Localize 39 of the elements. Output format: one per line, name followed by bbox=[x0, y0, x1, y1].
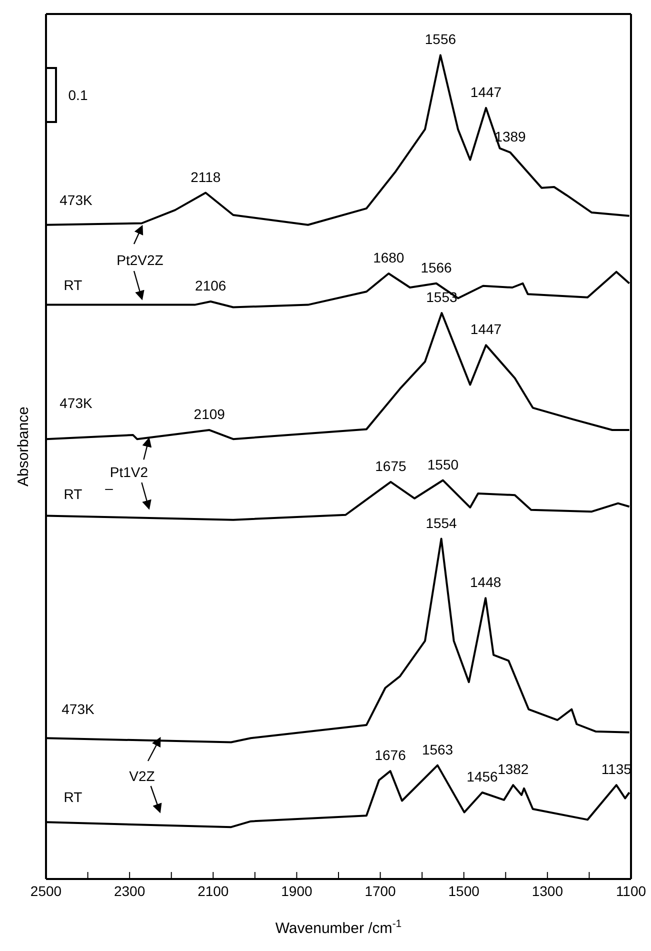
x-axis-title: Wavenumber /cm$^{-1}$ bbox=[275, 918, 402, 937]
annotation: V2Z bbox=[129, 768, 156, 784]
annotation: 1675 bbox=[375, 458, 407, 474]
x-tick-label: 1100 bbox=[616, 882, 646, 899]
x-tick-label: 1300 bbox=[532, 882, 564, 899]
x-tick-label: 1700 bbox=[364, 882, 396, 899]
annotation: 1566 bbox=[420, 259, 452, 276]
annotation: Pt1V2 bbox=[110, 464, 148, 480]
x-tick-label: 2100 bbox=[198, 882, 229, 899]
annotation: 1680 bbox=[373, 250, 404, 266]
y-axis-title: Absorbance bbox=[15, 406, 32, 487]
annotation: – bbox=[105, 480, 114, 496]
annotation: 1563 bbox=[422, 741, 454, 758]
annotation: 473K bbox=[60, 192, 94, 208]
annotation: 473K bbox=[62, 700, 96, 717]
annotation: Pt2V2Z bbox=[116, 252, 164, 268]
annotation: 2109 bbox=[194, 406, 226, 422]
x-tick-label: 2500 bbox=[30, 882, 62, 899]
annotation: 473K bbox=[60, 394, 94, 411]
x-tick-label: 1500 bbox=[448, 882, 480, 899]
annotation: 1382 bbox=[498, 761, 529, 778]
annotation: RT bbox=[64, 486, 83, 502]
x-tick-label: 2300 bbox=[114, 882, 146, 899]
annotation: 1456 bbox=[466, 768, 498, 784]
annotation: 1550 bbox=[427, 456, 459, 472]
annotation: 1447 bbox=[470, 84, 502, 100]
annotation: 2106 bbox=[195, 278, 226, 294]
annotation: RT bbox=[64, 276, 83, 293]
x-tick-label: 1900 bbox=[281, 882, 312, 899]
annotation: 1676 bbox=[374, 747, 406, 764]
annotation: 1556 bbox=[424, 31, 456, 48]
annotation: 1553 bbox=[426, 289, 458, 306]
annotation: 2118 bbox=[190, 168, 221, 185]
annotation: 1554 bbox=[426, 514, 458, 531]
annotation: RT bbox=[64, 788, 83, 805]
annotation: 1447 bbox=[470, 321, 502, 338]
annotation: 1448 bbox=[470, 574, 502, 590]
annotation: 0.1 bbox=[68, 86, 88, 103]
annotation: 1135 bbox=[601, 761, 632, 778]
